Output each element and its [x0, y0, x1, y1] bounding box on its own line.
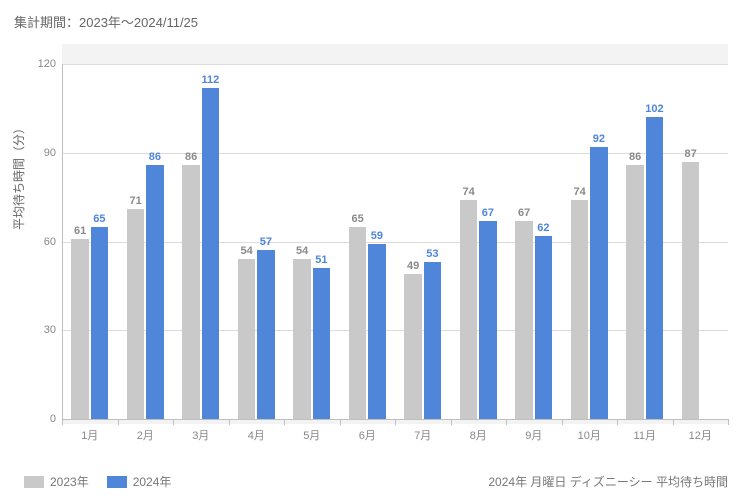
x-tick [173, 419, 174, 425]
bar [202, 88, 219, 419]
bar-value-label: 53 [420, 248, 444, 260]
y-tick-label: 90 [16, 147, 56, 159]
bar-value-label: 87 [679, 148, 703, 160]
x-tick-label: 11月 [634, 427, 656, 443]
y-axis-line [62, 64, 63, 419]
bar-value-label: 74 [457, 186, 481, 198]
bar [238, 259, 255, 419]
legend-label-2024: 2024年 [133, 473, 172, 490]
bar-value-label: 71 [124, 195, 148, 207]
x-tick [728, 419, 729, 425]
bar [682, 162, 699, 419]
bar [71, 239, 88, 419]
bar-value-label: 61 [68, 225, 92, 237]
bar-value-label: 92 [587, 133, 611, 145]
bar-value-label: 51 [309, 254, 333, 266]
legend-item-2023: 2023年 [24, 473, 89, 490]
x-tick-label: 12月 [689, 427, 712, 443]
bar [646, 117, 663, 419]
bar-value-label: 65 [346, 213, 370, 225]
x-tick-label: 9月 [525, 427, 542, 443]
bar-value-label: 67 [512, 207, 536, 219]
bar-value-label: 112 [198, 74, 222, 86]
y-tick-label: 60 [16, 236, 56, 248]
chart-container: 集計期間：2023年～2024/11/25 ディズニーリアル https://d… [0, 0, 750, 500]
footer-caption: 2024年 月曜日 ディズニーシー 平均待ち時間 [488, 473, 728, 490]
bar [515, 221, 532, 419]
bar-value-label: 102 [642, 103, 666, 115]
y-tick-label: 30 [16, 324, 56, 336]
bar [460, 200, 477, 419]
bar [293, 259, 310, 419]
y-tick-label: 120 [16, 58, 56, 70]
bar [349, 227, 366, 419]
bar-value-label: 57 [254, 236, 278, 248]
x-tick-label: 8月 [470, 427, 487, 443]
legend-label-2023: 2023年 [50, 473, 89, 490]
gridline [62, 64, 728, 65]
x-tick [118, 419, 119, 425]
x-tick [617, 419, 618, 425]
bar [91, 227, 108, 419]
x-tick-label: 10月 [578, 427, 601, 443]
bar [571, 200, 588, 419]
legend-item-2024: 2024年 [107, 473, 172, 490]
x-tick [506, 419, 507, 425]
x-tick-label: 2月 [137, 427, 154, 443]
x-tick [451, 419, 452, 425]
x-tick [229, 419, 230, 425]
x-tick [673, 419, 674, 425]
y-tick-label: 0 [16, 413, 56, 425]
bar [313, 268, 330, 419]
bar [404, 274, 421, 419]
bar-value-label: 86 [179, 151, 203, 163]
x-tick-label: 6月 [359, 427, 376, 443]
bar [127, 209, 144, 419]
bar-value-label: 59 [365, 230, 389, 242]
bar-value-label: 49 [401, 260, 425, 272]
bar [626, 165, 643, 419]
bar-value-label: 86 [143, 151, 167, 163]
bar [535, 236, 552, 419]
legend: 2023年 2024年 [24, 473, 171, 490]
bar [146, 165, 163, 419]
x-tick [284, 419, 285, 425]
x-tick-label: 1月 [81, 427, 98, 443]
bar-value-label: 67 [476, 207, 500, 219]
x-tick-label: 3月 [192, 427, 209, 443]
bar-value-label: 62 [531, 222, 555, 234]
bar-value-label: 74 [568, 186, 592, 198]
bar [368, 244, 385, 419]
bar-value-label: 86 [623, 151, 647, 163]
bar [479, 221, 496, 419]
bar [590, 147, 607, 419]
x-tick [562, 419, 563, 425]
aggregation-period: 集計期間：2023年～2024/11/25 [14, 12, 198, 31]
bar [182, 165, 199, 419]
bar-value-label: 65 [87, 213, 111, 225]
y-axis-title: 平均待ち時間（分） [10, 122, 27, 230]
x-tick-label: 5月 [303, 427, 320, 443]
x-tick [340, 419, 341, 425]
x-tick [62, 419, 63, 425]
plot-area: 6165718686112545754516559495374676762749… [62, 44, 728, 424]
x-tick-label: 4月 [248, 427, 265, 443]
legend-swatch-2024 [107, 476, 127, 488]
bar [424, 262, 441, 419]
x-tick-label: 7月 [414, 427, 431, 443]
bar [257, 250, 274, 419]
x-tick [395, 419, 396, 425]
legend-swatch-2023 [24, 476, 44, 488]
